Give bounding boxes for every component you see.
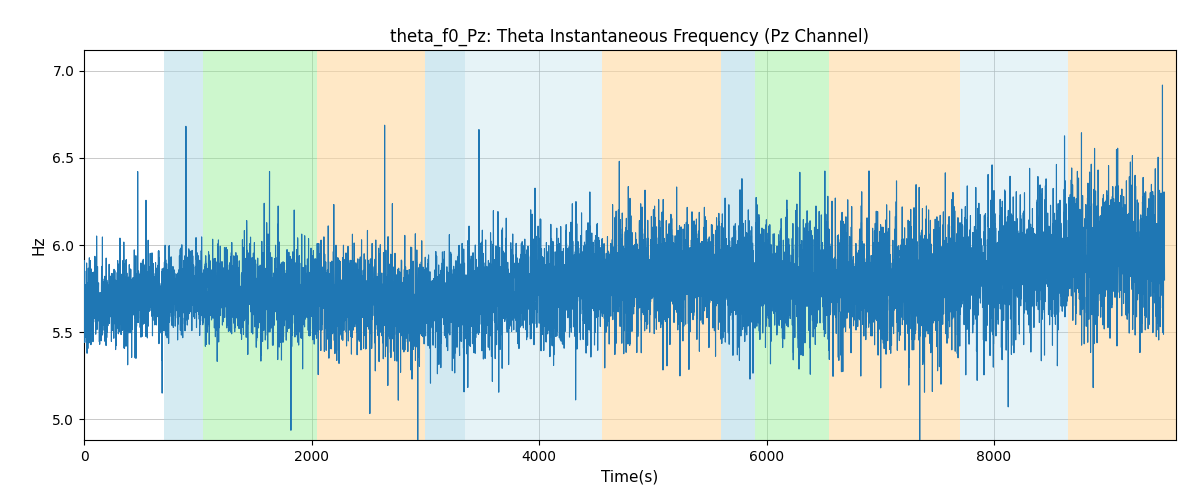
Bar <box>1068 50 1176 440</box>
Bar <box>425 50 466 440</box>
Bar <box>721 50 755 440</box>
X-axis label: Time(s): Time(s) <box>601 470 659 484</box>
Bar <box>829 50 960 440</box>
Bar <box>466 50 601 440</box>
Bar <box>601 50 721 440</box>
Title: theta_f0_Pz: Theta Instantaneous Frequency (Pz Channel): theta_f0_Pz: Theta Instantaneous Frequen… <box>390 28 870 46</box>
Bar <box>755 50 829 440</box>
Bar <box>317 50 425 440</box>
Bar <box>204 50 317 440</box>
Y-axis label: Hz: Hz <box>31 236 47 255</box>
Bar <box>960 50 1068 440</box>
Bar <box>163 50 204 440</box>
